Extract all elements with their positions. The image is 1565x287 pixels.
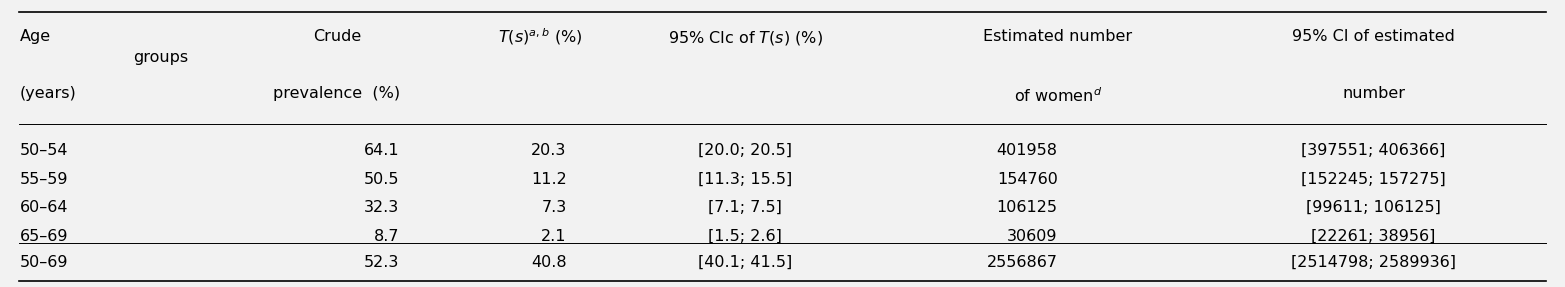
Text: 11.2: 11.2 [531, 172, 567, 187]
Text: Estimated number: Estimated number [983, 29, 1131, 44]
Text: 95% CI of estimated: 95% CI of estimated [1293, 29, 1455, 44]
Text: [152245; 157275]: [152245; 157275] [1301, 172, 1446, 187]
Text: [11.3; 15.5]: [11.3; 15.5] [698, 172, 792, 187]
Text: number: number [1343, 86, 1405, 101]
Text: 2556867: 2556867 [986, 255, 1058, 269]
Text: 2.1: 2.1 [541, 229, 567, 244]
Text: (years): (years) [19, 86, 77, 101]
Text: 20.3: 20.3 [532, 143, 567, 158]
Text: 32.3: 32.3 [365, 200, 399, 215]
Text: [397551; 406366]: [397551; 406366] [1302, 143, 1446, 158]
Text: [22261; 38956]: [22261; 38956] [1311, 229, 1435, 244]
Text: 52.3: 52.3 [365, 255, 399, 269]
Text: 65–69: 65–69 [19, 229, 67, 244]
Text: [99611; 106125]: [99611; 106125] [1307, 200, 1441, 215]
Text: 50–54: 50–54 [19, 143, 67, 158]
Text: 40.8: 40.8 [531, 255, 567, 269]
Text: 95% CIc of $\mathit{T}$($\mathit{s}$) (%): 95% CIc of $\mathit{T}$($\mathit{s}$) (%… [668, 29, 823, 47]
Text: [20.0; 20.5]: [20.0; 20.5] [698, 143, 792, 158]
Text: groups: groups [133, 50, 189, 65]
Text: 106125: 106125 [997, 200, 1058, 215]
Text: 64.1: 64.1 [363, 143, 399, 158]
Text: 7.3: 7.3 [541, 200, 567, 215]
Text: 154760: 154760 [997, 172, 1058, 187]
Text: 8.7: 8.7 [374, 229, 399, 244]
Text: 30609: 30609 [1008, 229, 1058, 244]
Text: [2514798; 2589936]: [2514798; 2589936] [1291, 255, 1455, 269]
Text: 50–69: 50–69 [19, 255, 67, 269]
Text: Crude: Crude [313, 29, 362, 44]
Text: 50.5: 50.5 [365, 172, 399, 187]
Text: [7.1; 7.5]: [7.1; 7.5] [707, 200, 782, 215]
Text: 60–64: 60–64 [19, 200, 67, 215]
Text: 55–59: 55–59 [19, 172, 67, 187]
Text: prevalence  (%): prevalence (%) [274, 86, 401, 101]
Text: $\mathit{T}$($\mathit{s}$)$^{a,b}$ (%): $\mathit{T}$($\mathit{s}$)$^{a,b}$ (%) [498, 26, 582, 47]
Text: 401958: 401958 [997, 143, 1058, 158]
Text: [40.1; 41.5]: [40.1; 41.5] [698, 255, 792, 269]
Text: [1.5; 2.6]: [1.5; 2.6] [707, 229, 782, 244]
Text: Age: Age [19, 29, 50, 44]
Text: of women$^d$: of women$^d$ [1014, 86, 1102, 105]
